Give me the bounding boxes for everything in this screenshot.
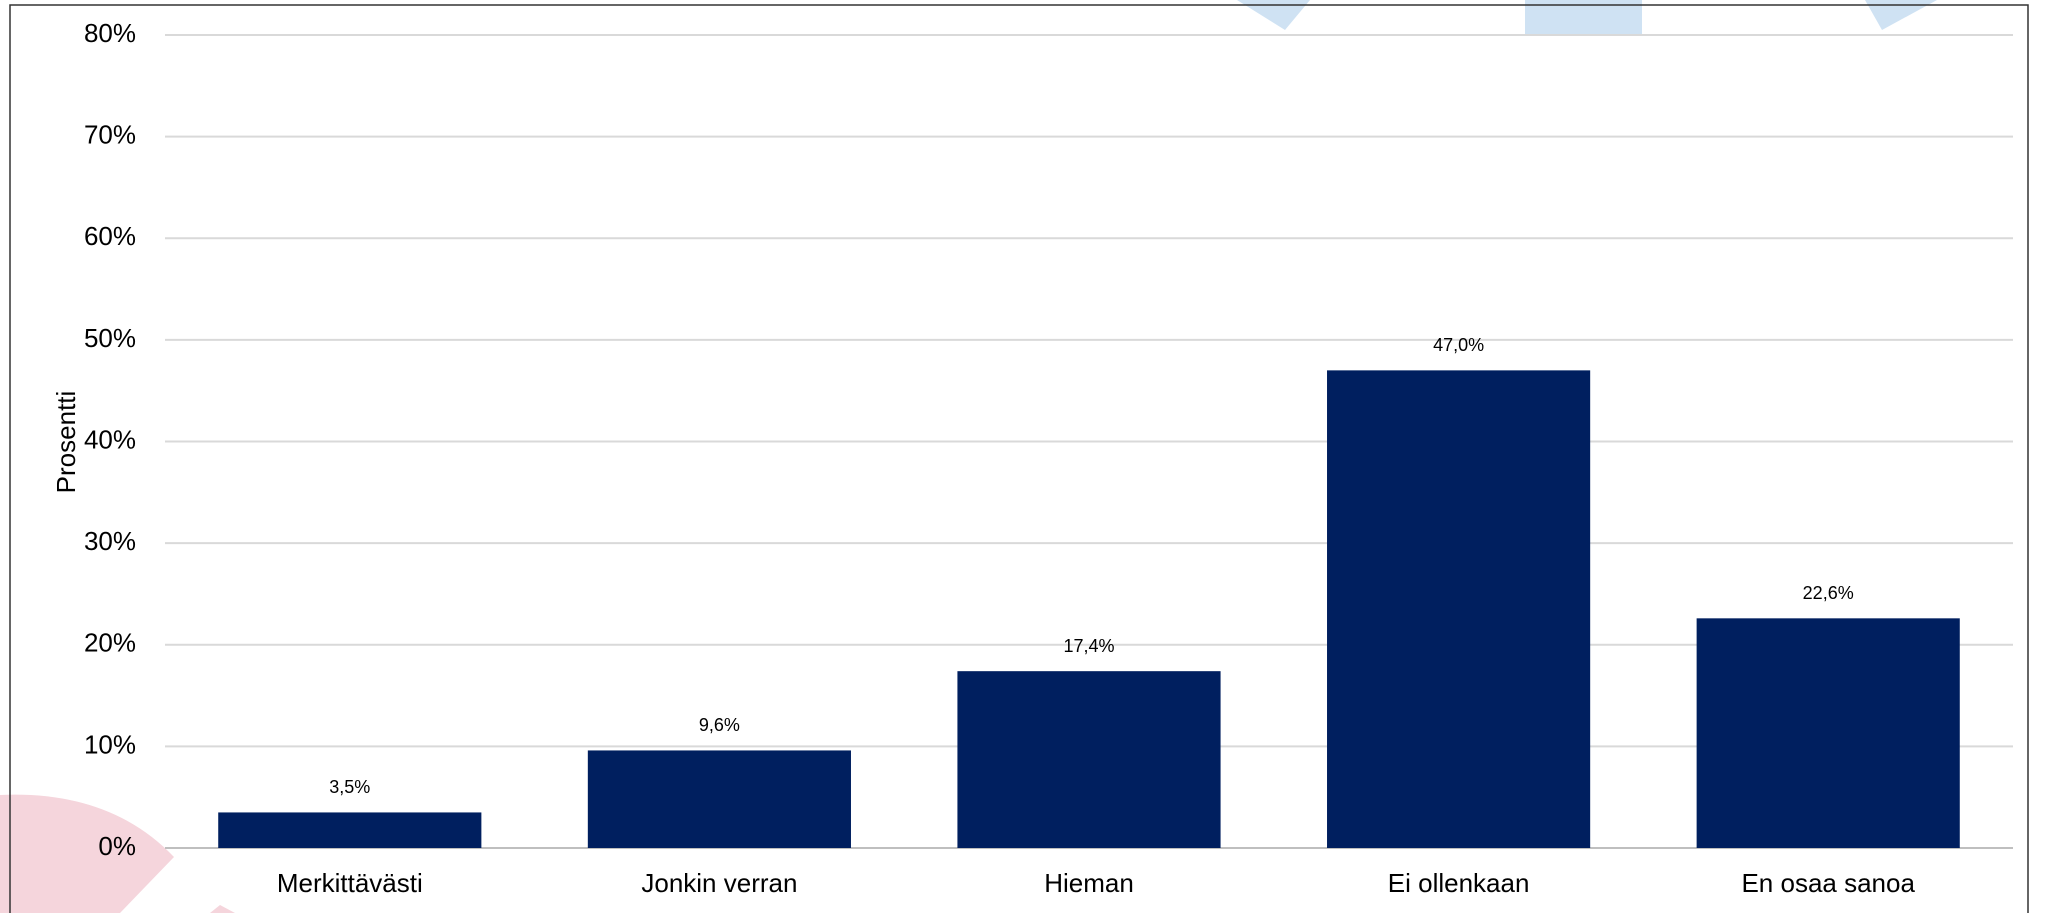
- value-label: 9,6%: [699, 715, 740, 735]
- decor-shape: [1865, 0, 1937, 30]
- y-tick-label: 20%: [84, 628, 136, 658]
- x-tick-label: Hieman: [1044, 868, 1134, 898]
- x-tick-label: Merkittävästi: [277, 868, 423, 898]
- decor-shape: [0, 794, 174, 913]
- value-label: 22,6%: [1803, 583, 1854, 603]
- bar: [1696, 618, 1960, 848]
- decor-shape: [210, 905, 235, 913]
- decoration: [0, 0, 1937, 913]
- chart-frame: [9, 4, 2029, 913]
- x-tick-label: Jonkin verran: [641, 868, 797, 898]
- decor-shape: [1237, 0, 1310, 30]
- value-label: 47,0%: [1433, 335, 1484, 355]
- y-tick-label: 30%: [84, 526, 136, 556]
- y-tick-label: 0%: [98, 831, 136, 861]
- bar: [587, 750, 851, 848]
- value-label: 17,4%: [1063, 636, 1114, 656]
- y-axis-label: Prosentti: [51, 391, 81, 494]
- y-tick-label: 70%: [84, 120, 136, 150]
- value-label: 3,5%: [329, 777, 370, 797]
- bar: [1327, 370, 1591, 848]
- bar: [957, 671, 1221, 848]
- y-tick-label: 10%: [84, 729, 136, 759]
- x-tick-label: En osaa sanoa: [1741, 868, 1915, 898]
- y-tick-label: 40%: [84, 424, 136, 454]
- y-tick-label: 50%: [84, 323, 136, 353]
- y-tick-label: 60%: [84, 221, 136, 251]
- y-tick-label: 80%: [84, 18, 136, 48]
- bar: [218, 812, 482, 848]
- decor-shape: [1525, 0, 1642, 35]
- x-tick-label: Ei ollenkaan: [1388, 868, 1530, 898]
